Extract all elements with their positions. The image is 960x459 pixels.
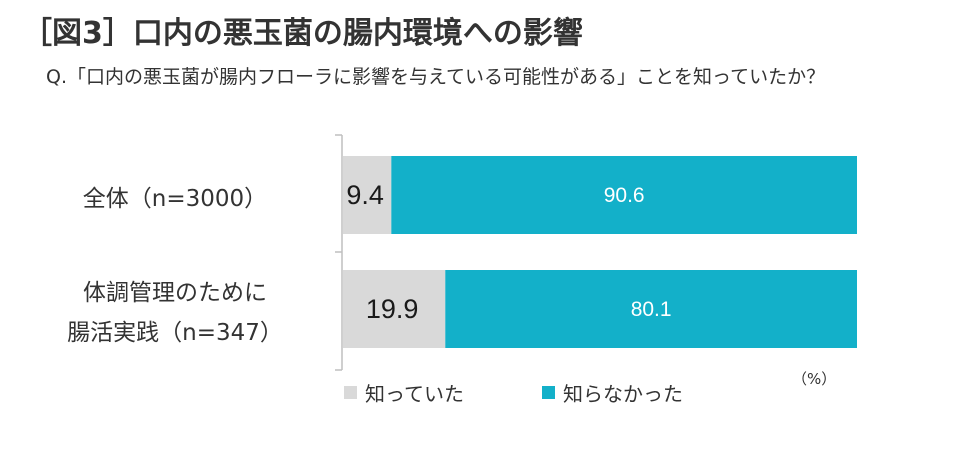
data-label-unknown-0: 90.6 — [604, 184, 645, 207]
legend-label-known: 知っていた — [365, 382, 464, 406]
legend-swatch-unknown — [542, 386, 555, 399]
bar-unknown-0 — [391, 156, 857, 234]
category-label-line: 腸活実践（n=347） — [67, 320, 283, 346]
data-label-known-0: 9.4 — [346, 180, 384, 210]
category-label-line: 体調管理のために — [83, 280, 267, 306]
data-label-known-1: 19.9 — [366, 294, 419, 324]
legend-label-unknown: 知らなかった — [563, 382, 683, 406]
category-label-line: 全体（n=3000） — [82, 186, 268, 212]
legend-item-known: 知っていた — [344, 378, 464, 407]
bar-known-1 — [343, 270, 446, 348]
category-label-1: 体調管理のために 腸活実践（n=347） — [30, 273, 320, 353]
bar-unknown-1 — [445, 270, 857, 348]
bar-known-0 — [343, 156, 392, 234]
legend-item-unknown: 知らなかった — [542, 378, 683, 407]
data-label-unknown-1: 80.1 — [631, 298, 672, 321]
category-label-0: 全体（n=3000） — [30, 179, 320, 219]
question-text: Q.「口内の悪玉菌が腸内フローラに影響を与えている可能性がある」ことを知っていた… — [46, 66, 826, 88]
unit-label: （%） — [792, 370, 837, 388]
chart-title: ［図3］口内の悪玉菌の腸内環境への影響 — [22, 16, 583, 51]
legend-swatch-known — [344, 386, 357, 399]
